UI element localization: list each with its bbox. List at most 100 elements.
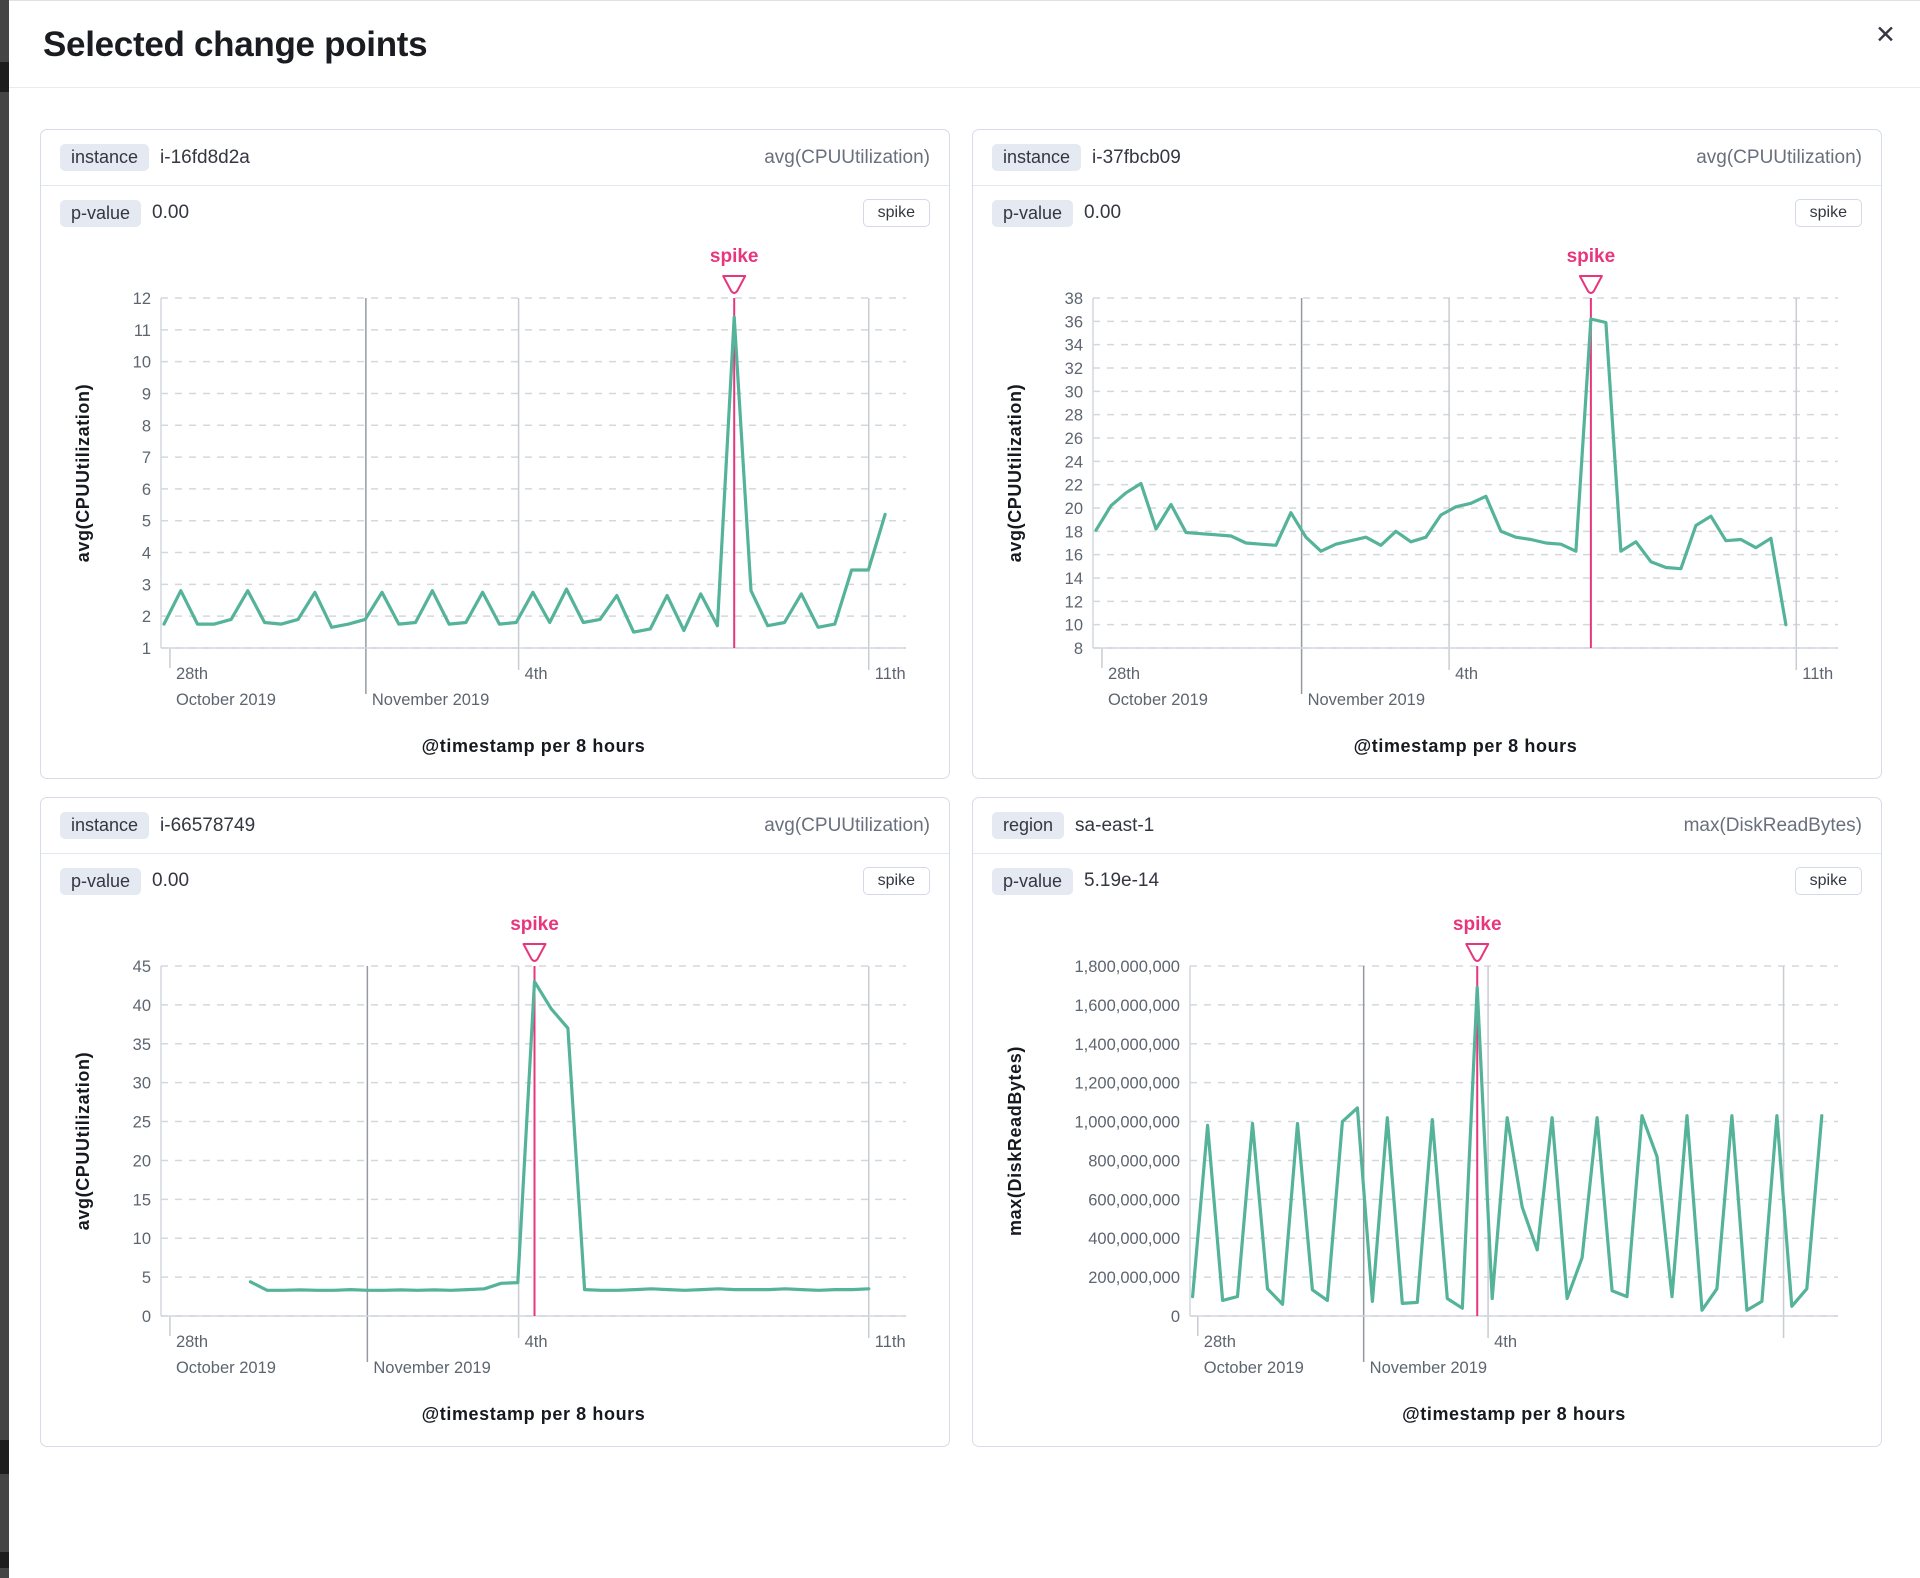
split-field-badge: region — [992, 812, 1065, 839]
y-tick-label: 5 — [142, 513, 151, 531]
background-page-edge — [0, 0, 9, 1578]
x-tick-label: October 2019 — [176, 1359, 276, 1377]
y-axis-title: max(DiskReadBytes) — [1005, 1046, 1025, 1236]
y-tick-label: 16 — [1065, 547, 1083, 565]
x-axis-title: @timestamp per 8 hours — [1354, 736, 1578, 756]
series-line — [1191, 985, 1824, 1312]
y-tick-label: 400,000,000 — [1088, 1230, 1180, 1248]
y-tick-label: 1,800,000,000 — [1074, 958, 1180, 976]
line-chart[interactable]: 0 200,000,000 400,000,000 600,000,000 800,00… — [975, 904, 1880, 1434]
background-fragment — [0, 1440, 9, 1474]
y-tick-label: 8 — [142, 417, 151, 435]
y-tick-label: 20 — [133, 1152, 151, 1170]
y-tick-label: 10 — [133, 354, 151, 372]
y-axis-title: avg(CPUUtilization) — [1005, 384, 1025, 562]
x-axis-title: @timestamp per 8 hours — [422, 1404, 646, 1424]
y-tick-label: 22 — [1065, 477, 1083, 495]
card-subheader: p-value 0.00 spike — [41, 854, 949, 904]
y-tick-label: 38 — [1065, 290, 1083, 308]
background-fragment — [0, 1552, 9, 1568]
y-tick-label: 6 — [142, 481, 151, 499]
x-tick-label: 11th — [875, 665, 906, 683]
y-axis-title: avg(CPUUtilization) — [73, 1052, 93, 1230]
page-title: Selected change points — [43, 25, 428, 64]
background-fragment — [0, 62, 9, 92]
p-value: 0.00 — [1084, 202, 1122, 223]
y-tick-label: 800,000,000 — [1088, 1152, 1180, 1170]
y-tick-label: 2 — [142, 608, 151, 626]
spike-annotation-marker-icon — [1578, 275, 1603, 294]
x-tick-label: 28th — [1204, 1333, 1236, 1351]
y-tick-label: 25 — [133, 1114, 151, 1132]
card-header: region sa-east-1 max(DiskReadBytes) — [973, 798, 1881, 854]
change-point-card: instance i-16fd8d2a avg(CPUUtilization) … — [40, 129, 950, 779]
chart-area[interactable]: 1 2 3 4 5 6 7 8 9 10 11 12 28th October 2019 November … — [41, 236, 949, 771]
spike-annotation-label: spike — [1567, 246, 1616, 267]
y-tick-label: 14 — [1065, 570, 1083, 588]
chart-area[interactable]: 8 10 12 14 16 18 20 22 24 26 28 30 32 34 36 38 28th Octob… — [973, 236, 1881, 771]
spike-annotation-label: spike — [1453, 914, 1502, 935]
chart-area[interactable]: 0 5 10 15 20 25 30 35 40 45 28th October 2019 Novemb… — [41, 904, 949, 1439]
x-axis-title: @timestamp per 8 hours — [422, 736, 646, 756]
x-tick-label: November 2019 — [372, 691, 489, 709]
chart-area[interactable]: 0 200,000,000 400,000,000 600,000,000 800,00… — [973, 904, 1881, 1439]
change-point-cards-grid: instance i-16fd8d2a avg(CPUUtilization) … — [9, 88, 1920, 1447]
p-value-badge: p-value — [60, 867, 142, 895]
y-tick-label: 1,600,000,000 — [1074, 997, 1180, 1015]
metric-label: avg(CPUUtilization) — [764, 146, 930, 168]
x-tick-label: 4th — [525, 1333, 548, 1351]
y-tick-label: 1,000,000,000 — [1074, 1114, 1180, 1132]
line-chart[interactable]: 0 5 10 15 20 25 30 35 40 45 28th October 2019 Novemb… — [43, 904, 948, 1434]
x-tick-label: October 2019 — [176, 691, 276, 709]
split-field-value: sa-east-1 — [1075, 814, 1155, 836]
metric-label: avg(CPUUtilization) — [764, 814, 930, 836]
y-tick-label: 1 — [142, 640, 151, 658]
card-subheader: p-value 0.00 spike — [973, 186, 1881, 236]
close-icon[interactable]: ✕ — [1875, 21, 1896, 49]
y-tick-label: 9 — [142, 385, 151, 403]
x-axis-title: @timestamp per 8 hours — [1402, 1404, 1626, 1424]
line-chart[interactable]: 8 10 12 14 16 18 20 22 24 26 28 30 32 34 36 38 28th Octob… — [975, 236, 1880, 766]
x-tick-label: 11th — [875, 1333, 906, 1351]
split-field-badge: instance — [60, 144, 150, 171]
change-point-card: region sa-east-1 max(DiskReadBytes) p-va… — [972, 797, 1882, 1447]
y-tick-label: 3 — [142, 576, 151, 594]
y-tick-label: 0 — [142, 1308, 151, 1326]
y-axis-title: avg(CPUUtilization) — [73, 384, 93, 562]
change-point-type-badge: spike — [1794, 199, 1862, 227]
x-tick-label: 11th — [1802, 665, 1833, 683]
y-tick-label: 35 — [133, 1036, 151, 1054]
change-points-flyout: Selected change points ✕ instance i-16fd… — [9, 0, 1920, 1578]
x-tick-label: 4th — [1494, 1333, 1517, 1351]
spike-annotation-marker-icon — [522, 943, 547, 962]
series-line — [162, 315, 887, 634]
change-point-type-badge: spike — [862, 867, 930, 895]
spike-annotation-label: spike — [510, 914, 559, 935]
y-tick-label: 600,000,000 — [1088, 1191, 1180, 1209]
spike-annotation-marker-icon — [722, 275, 747, 294]
split-field-value: i-37fbcb09 — [1092, 146, 1181, 168]
x-tick-label: 28th — [176, 665, 208, 683]
p-value: 5.19e-14 — [1084, 870, 1160, 891]
card-header: instance i-16fd8d2a avg(CPUUtilization) — [41, 130, 949, 186]
card-header: instance i-37fbcb09 avg(CPUUtilization) — [973, 130, 1881, 186]
y-tick-label: 10 — [1065, 617, 1083, 635]
x-tick-label: October 2019 — [1108, 691, 1208, 709]
y-tick-label: 0 — [1171, 1308, 1180, 1326]
card-subheader: p-value 0.00 spike — [41, 186, 949, 236]
card-subheader: p-value 5.19e-14 spike — [973, 854, 1881, 904]
p-value: 0.00 — [152, 870, 190, 891]
change-point-card: instance i-37fbcb09 avg(CPUUtilization) … — [972, 129, 1882, 779]
change-point-type-badge: spike — [862, 199, 930, 227]
y-tick-label: 32 — [1065, 360, 1083, 378]
y-tick-label: 7 — [142, 449, 151, 467]
y-tick-label: 5 — [142, 1269, 151, 1287]
y-tick-label: 12 — [1065, 593, 1083, 611]
p-value-badge: p-value — [992, 199, 1074, 227]
y-tick-label: 34 — [1065, 337, 1083, 355]
split-field-value: i-66578749 — [160, 814, 256, 836]
y-tick-label: 36 — [1065, 313, 1083, 331]
x-tick-label: November 2019 — [1370, 1359, 1487, 1377]
y-tick-label: 200,000,000 — [1088, 1269, 1180, 1287]
